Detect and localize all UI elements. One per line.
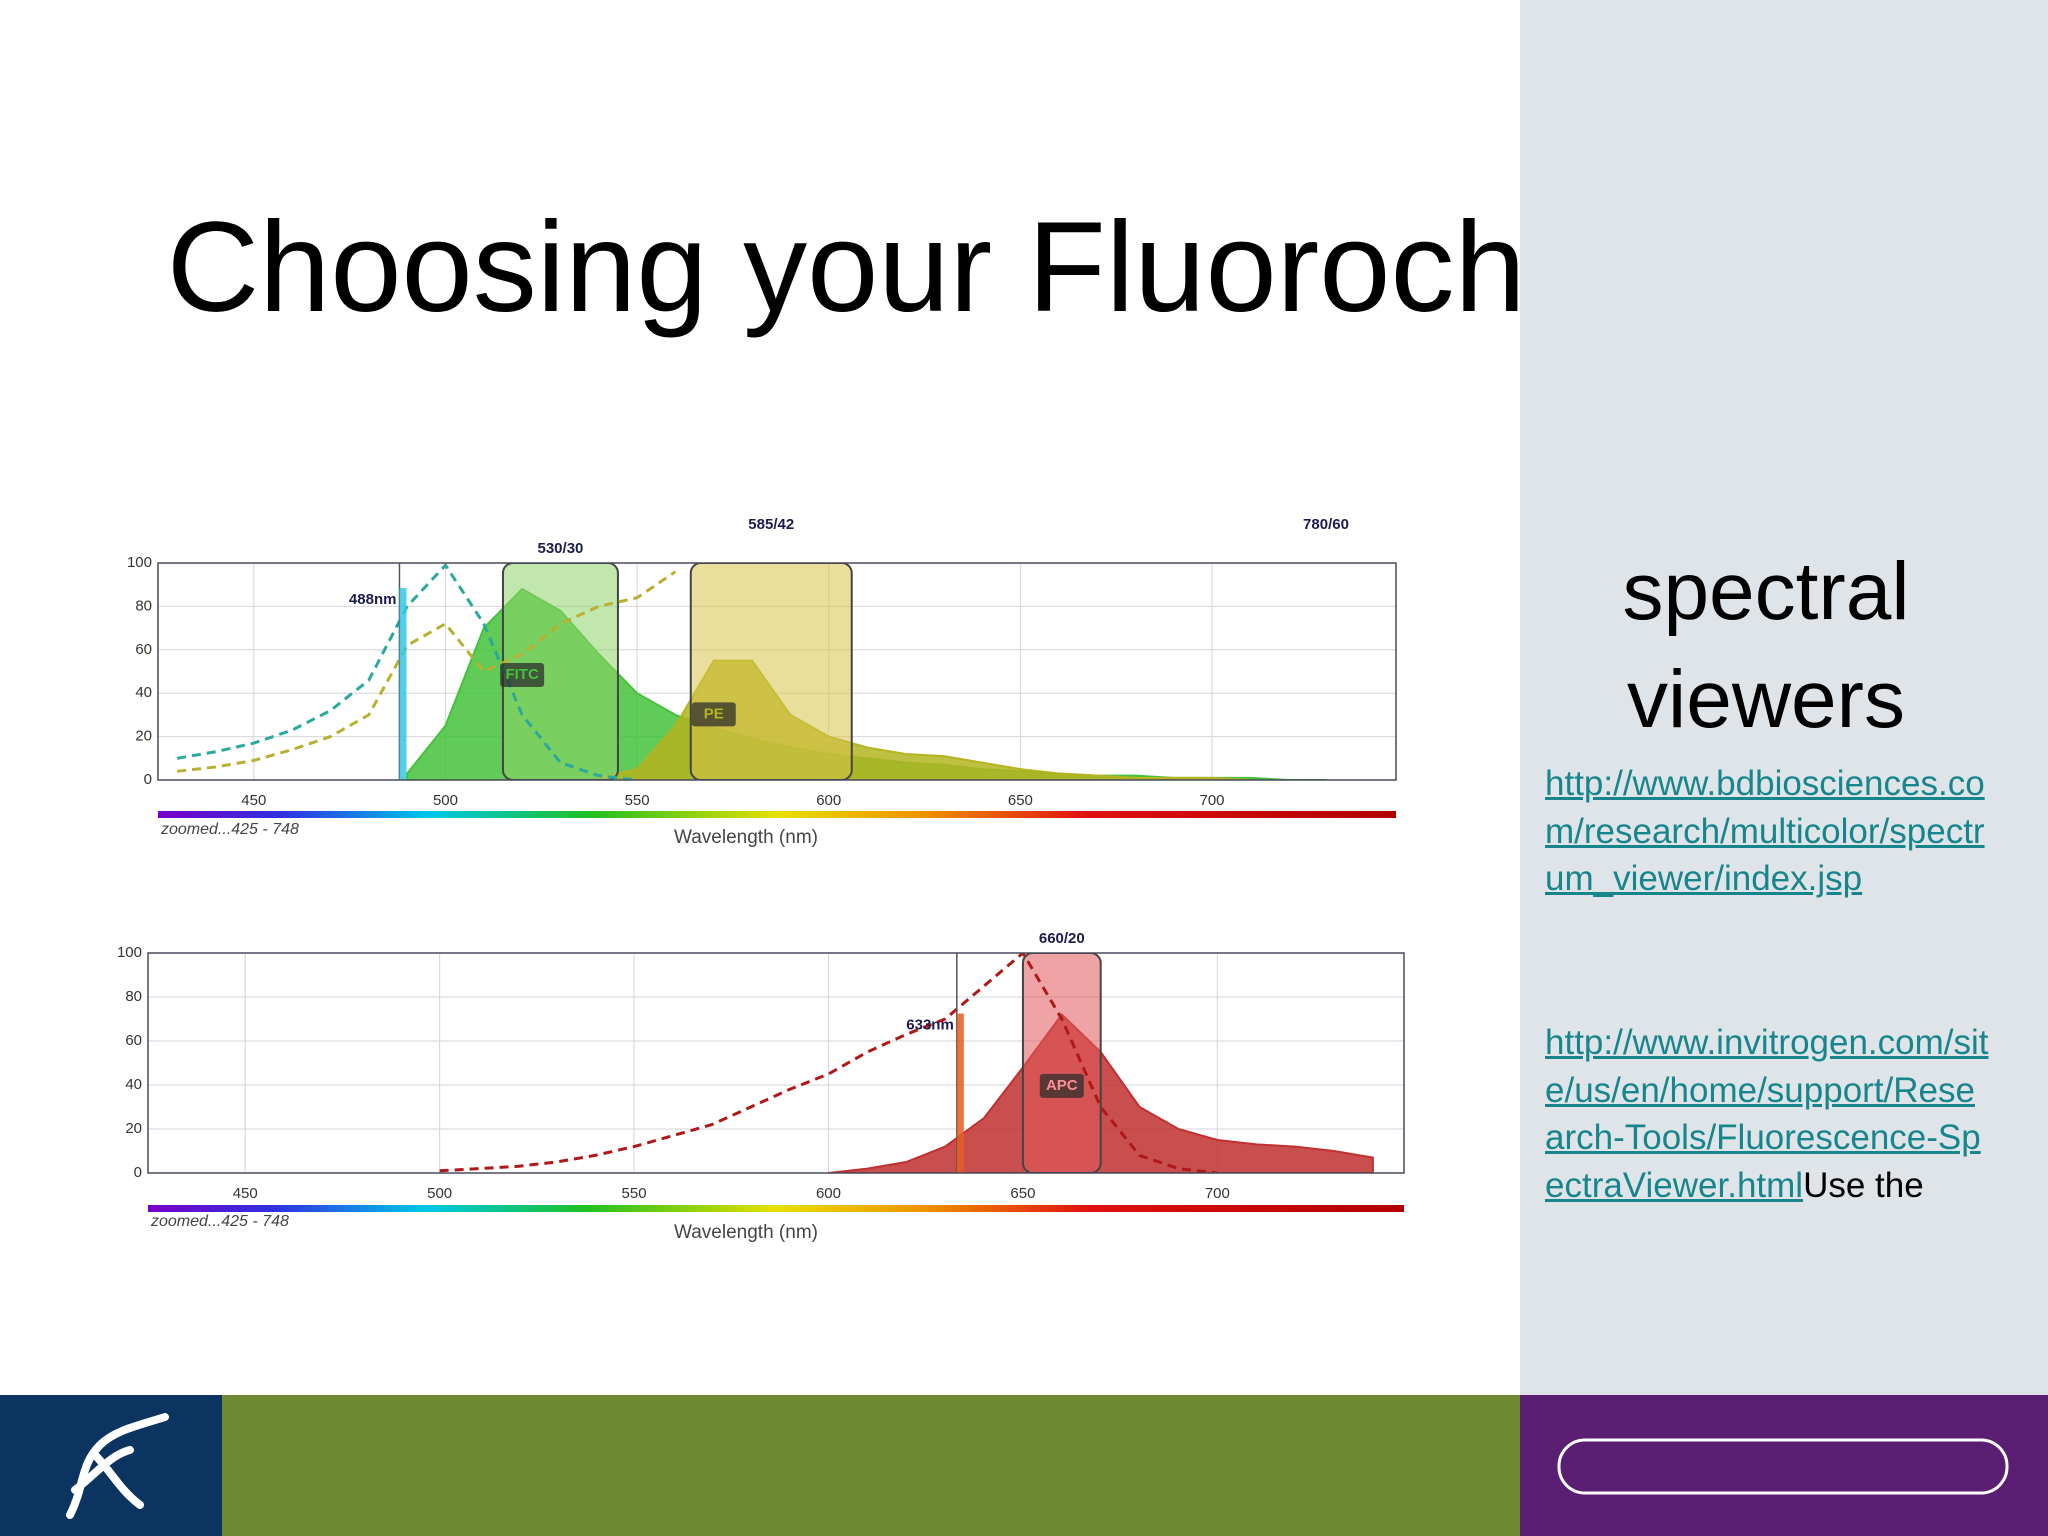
- link[interactable]: http://www.bdbiosciences.com/research/mu…: [1545, 764, 1985, 898]
- footer-box: [1557, 1438, 2009, 1495]
- laser-bar: [956, 1013, 964, 1173]
- dye-label-box: [691, 702, 736, 727]
- x-tick-label: 450: [233, 1185, 258, 1202]
- dye-label-box: [1039, 1073, 1084, 1098]
- x-tick-label: 500: [433, 792, 458, 809]
- footer-panel: [1520, 1395, 2048, 1536]
- x-tick-label: 700: [1200, 792, 1225, 809]
- footer-band: [222, 1395, 1520, 1536]
- link-block: http://www.bdbiosciences.com/research/mu…: [1545, 760, 1992, 903]
- filter-label: 780/60: [1303, 516, 1349, 533]
- excitation-line: [176, 563, 638, 780]
- y-tick-label: 40: [125, 1076, 142, 1093]
- link[interactable]: http://www.invitrogen.com/site/us/en/hom…: [1545, 1023, 1989, 1205]
- y-tick-label: 40: [135, 684, 152, 701]
- y-tick-label: 100: [117, 944, 142, 961]
- laser-label: 633nm: [906, 1017, 954, 1034]
- filter-label: 585/42: [748, 516, 794, 533]
- dye-label: APC: [1046, 1077, 1078, 1094]
- x-axis-label: Wavelength (nm): [674, 1222, 818, 1243]
- logo: [66, 1413, 169, 1519]
- x-tick-label: 500: [427, 1185, 452, 1202]
- filter-band: [689, 563, 853, 780]
- footer-logo-block: [0, 1395, 222, 1536]
- x-tick-label: 600: [816, 792, 841, 809]
- dye-label-box: [500, 662, 545, 687]
- y-tick-label: 20: [135, 728, 152, 745]
- x-tick-label: 650: [1010, 1185, 1035, 1202]
- x-tick-label: 450: [241, 792, 266, 809]
- side-heading: spectral viewers: [1622, 546, 1910, 745]
- x-tick-label: 600: [816, 1185, 841, 1202]
- x-tick-label: 700: [1205, 1185, 1230, 1202]
- laser-label: 488nm: [349, 591, 397, 608]
- x-tick-label: 550: [622, 1185, 647, 1202]
- side-text: Use the: [1803, 1165, 1924, 1205]
- y-tick-label: 20: [125, 1120, 142, 1137]
- spectrum-bar: [158, 811, 1396, 818]
- spectrum-bar: [148, 1205, 1404, 1212]
- filter-band: [1021, 953, 1102, 1173]
- y-tick-label: 60: [125, 1032, 142, 1049]
- plot-frame: [147, 952, 1405, 1174]
- x-tick-label: 650: [1008, 792, 1033, 809]
- y-tick-label: 0: [134, 1164, 142, 1181]
- laser-bar: [399, 587, 407, 780]
- plot-layer: [439, 953, 1374, 1173]
- y-tick-label: 60: [135, 641, 152, 658]
- zoom-note: zoomed...425 - 748: [150, 1213, 289, 1230]
- footer: [0, 1395, 2048, 1536]
- dye-label: PE: [704, 705, 724, 722]
- y-tick-label: 100: [127, 554, 152, 571]
- y-tick-label: 0: [144, 771, 152, 788]
- filter-label: 530/30: [538, 540, 584, 557]
- dye-label: FITC: [505, 666, 538, 683]
- filter-label: 660/20: [1039, 930, 1085, 947]
- x-tick-label: 550: [625, 792, 650, 809]
- excitation-line: [176, 570, 677, 773]
- filter-band: [1404, 563, 1520, 780]
- link-block: http://www.invitrogen.com/site/us/en/hom…: [1545, 1019, 1992, 1209]
- x-axis-label: Wavelength (nm): [674, 827, 818, 848]
- side-panel: [1520, 0, 2048, 1395]
- zoom-note: zoomed...425 - 748: [160, 821, 299, 838]
- y-tick-label: 80: [135, 597, 152, 614]
- plot-frame: [157, 562, 1397, 781]
- y-tick-label: 80: [125, 988, 142, 1005]
